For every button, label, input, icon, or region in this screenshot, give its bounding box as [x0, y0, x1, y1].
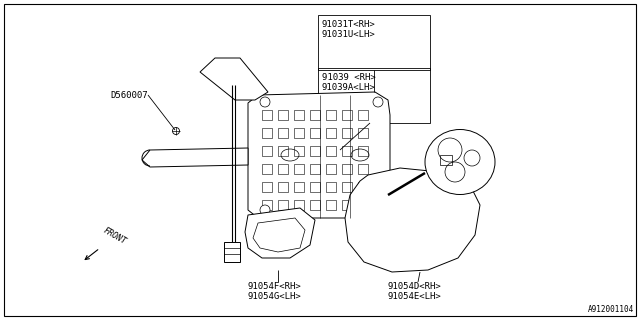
Bar: [318, 68, 430, 123]
Polygon shape: [245, 208, 315, 258]
Bar: [278, 182, 288, 192]
Bar: [342, 110, 352, 120]
Bar: [294, 146, 304, 156]
Bar: [262, 110, 272, 120]
Bar: [294, 110, 304, 120]
Text: 91031T<RH>
91031U<LH>: 91031T<RH> 91031U<LH>: [322, 20, 376, 39]
Bar: [358, 164, 368, 174]
Text: A912001104: A912001104: [588, 305, 634, 314]
Bar: [294, 164, 304, 174]
Circle shape: [173, 127, 179, 134]
Circle shape: [260, 205, 270, 215]
Bar: [262, 200, 272, 210]
Bar: [358, 200, 368, 210]
Circle shape: [260, 97, 270, 107]
Bar: [326, 110, 336, 120]
Bar: [358, 182, 368, 192]
Circle shape: [373, 205, 383, 215]
Bar: [326, 200, 336, 210]
Bar: [224, 242, 240, 262]
Bar: [278, 110, 288, 120]
Circle shape: [373, 97, 383, 107]
Bar: [294, 128, 304, 138]
Polygon shape: [200, 58, 268, 100]
Bar: [278, 146, 288, 156]
Bar: [342, 146, 352, 156]
Text: 91054D<RH>
91054E<LH>: 91054D<RH> 91054E<LH>: [388, 282, 442, 301]
Bar: [310, 128, 320, 138]
Bar: [310, 110, 320, 120]
Polygon shape: [345, 168, 480, 272]
Text: 91054F<RH>
91054G<LH>: 91054F<RH> 91054G<LH>: [248, 282, 301, 301]
Bar: [440, 155, 452, 165]
Bar: [358, 110, 368, 120]
Text: D560007: D560007: [110, 91, 148, 100]
Bar: [318, 15, 430, 70]
Bar: [358, 128, 368, 138]
Bar: [262, 146, 272, 156]
Bar: [310, 200, 320, 210]
Bar: [278, 128, 288, 138]
Bar: [326, 182, 336, 192]
Text: 91039 <RH>
91039A<LH>: 91039 <RH> 91039A<LH>: [322, 73, 376, 92]
Bar: [358, 146, 368, 156]
Polygon shape: [248, 92, 390, 218]
Text: FRONT: FRONT: [102, 226, 128, 246]
Bar: [326, 128, 336, 138]
Bar: [262, 164, 272, 174]
Bar: [310, 146, 320, 156]
Bar: [342, 128, 352, 138]
Bar: [342, 200, 352, 210]
Bar: [278, 164, 288, 174]
Bar: [342, 164, 352, 174]
Bar: [294, 200, 304, 210]
Polygon shape: [142, 148, 248, 167]
Bar: [294, 182, 304, 192]
Ellipse shape: [425, 130, 495, 195]
Bar: [326, 146, 336, 156]
Bar: [310, 164, 320, 174]
Bar: [262, 128, 272, 138]
Bar: [342, 182, 352, 192]
Bar: [310, 182, 320, 192]
Bar: [262, 182, 272, 192]
Bar: [326, 164, 336, 174]
Bar: [278, 200, 288, 210]
